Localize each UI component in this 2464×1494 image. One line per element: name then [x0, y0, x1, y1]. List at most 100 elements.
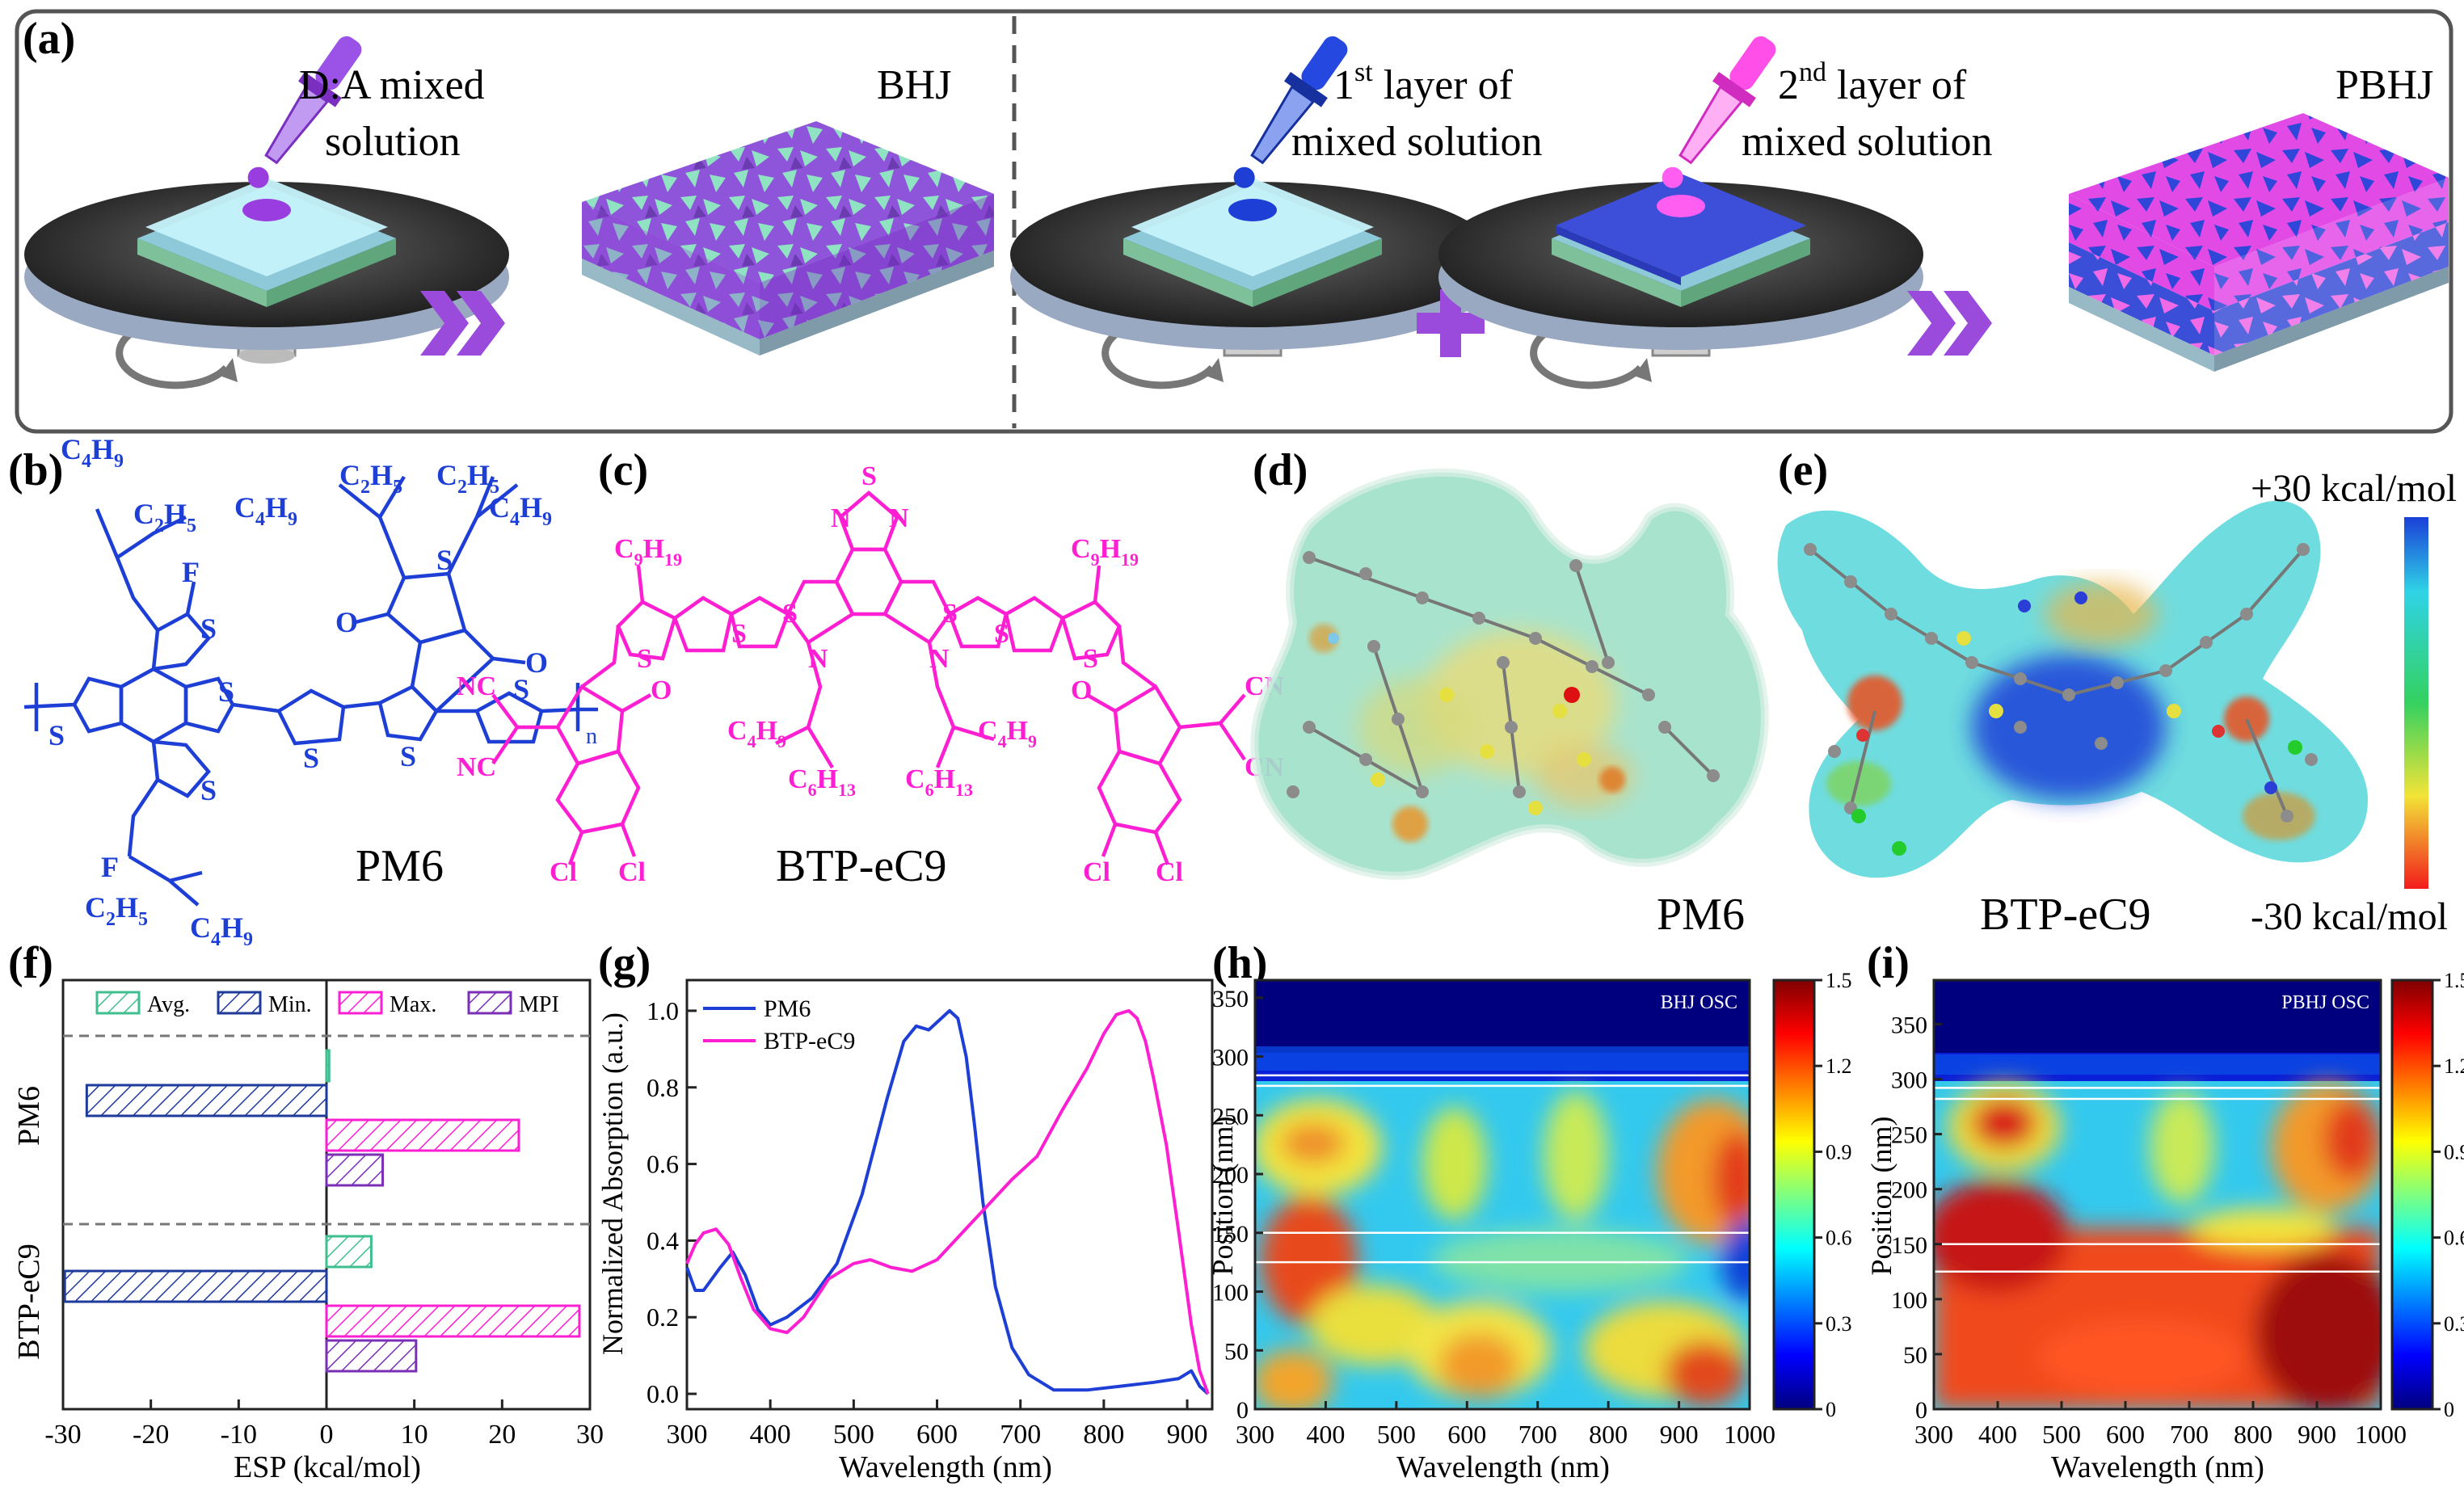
panel-a-frame [15, 9, 2453, 434]
i-ytick-label: 300 [1891, 1067, 1927, 1094]
atom-cl: Cl [1156, 857, 1183, 887]
f-legend-swatch [95, 991, 141, 1015]
panel-i: (i) 300 400 500 600 700 800 900 1000 0 50 100 150 20… [1865, 938, 2464, 1484]
h-cb-label: 0.3 [1826, 1312, 1852, 1336]
i-xtick-label: 500 [2042, 1420, 2081, 1449]
f-legend-swatch [467, 991, 512, 1015]
btp-esp-surface [1777, 500, 2368, 878]
atom-s: S [200, 612, 217, 645]
h-cb-label: 1.5 [1826, 969, 1852, 992]
pm6-esp-surface [1250, 468, 1769, 880]
chevron-double-right-icon [1907, 291, 1992, 356]
h-xtick-label: 400 [1306, 1420, 1345, 1449]
bhj-heatmap-axes: 300 400 500 600 700 800 900 1000 0 50 100 150 200 250… [1212, 969, 1852, 1449]
h-xtick-label: 1000 [1724, 1420, 1775, 1449]
panel-g-label: (g) [598, 938, 651, 988]
atom-f: F [101, 851, 119, 883]
esp-colorbar [2404, 517, 2428, 889]
g-series-pm6 [685, 1008, 1210, 1395]
atom-n: N [889, 503, 909, 533]
atom-n: N [831, 503, 851, 533]
panel-g: (g) 300 400 500 600 700 800 900 0.0 0.2 0.4 0.6 0.8… [596, 938, 1214, 1484]
f-legend-swatch [338, 991, 383, 1015]
g-ytick-label: 0.0 [647, 1379, 679, 1408]
atom-s: S [942, 599, 958, 629]
g-legend-label: PM6 [764, 995, 811, 1022]
atom-n: N [808, 644, 828, 674]
spin-coater-icon [1438, 174, 1923, 389]
i-xtick-label: 400 [1978, 1420, 2017, 1449]
h-xtick-label: 500 [1377, 1420, 1416, 1449]
g-ytick-label: 0.4 [647, 1226, 679, 1255]
h-cb-label: 0.6 [1826, 1227, 1852, 1250]
atom-s: S [637, 644, 652, 674]
panel-b-label: (b) [8, 445, 63, 495]
chain-c4h9: C4H9 [190, 911, 253, 950]
g-xtick-label: 600 [916, 1420, 958, 1450]
f-bar-avg [325, 1235, 373, 1269]
g-legend-label: BTP-eC9 [764, 1028, 855, 1054]
g-ytick-label: 0.8 [647, 1073, 679, 1102]
h-xtick-label: 900 [1660, 1420, 1699, 1449]
atom-s: S [861, 461, 877, 491]
f-legend-label: Min. [268, 992, 312, 1017]
h-ytick-label: 50 [1224, 1338, 1249, 1365]
f-tick-label: 30 [576, 1420, 604, 1450]
i-cb-label: 1.5 [2444, 969, 2464, 992]
atom-o: O [525, 646, 548, 679]
g-series-btp-ec9 [685, 1008, 1210, 1395]
h-ytick-label: 250 [1212, 1103, 1249, 1130]
pm6-esp-name: PM6 [1657, 890, 1745, 940]
panel-d: (d) [1250, 445, 1769, 940]
f-tick-label: -10 [221, 1420, 257, 1450]
nitrile-nc: NC [457, 752, 496, 782]
h-field [1255, 980, 1750, 1409]
i-frame [1932, 978, 2382, 1411]
panel-e-label: (e) [1778, 445, 1828, 495]
i-xlabel: Wavelength (nm) [2051, 1450, 2264, 1484]
i-field [1934, 980, 2381, 1409]
f-tick-label: 0 [320, 1420, 334, 1450]
f-bar-avg [325, 1049, 331, 1083]
f-tick-label: -20 [133, 1420, 169, 1450]
f-legend-swatch [217, 991, 262, 1015]
i-cb-label: 0.3 [2444, 1312, 2464, 1336]
panel-h: (h) 300 40 [1207, 938, 1852, 1484]
atom-s: S [200, 774, 217, 806]
h-cb-label: 0 [1826, 1398, 1836, 1421]
step3-text-line2: mixed solution [1742, 119, 1993, 165]
step1-text-line1: D:A mixed [299, 62, 485, 108]
g-xlabel: Wavelength (nm) [839, 1450, 1052, 1484]
f-legend-label: MPI [519, 992, 559, 1017]
g-xtick-label: 400 [750, 1420, 791, 1450]
panel-b: (b) [8, 433, 598, 950]
i-xtick-label: 1000 [2355, 1420, 2407, 1449]
chain-c4h9: C4H9 [727, 716, 786, 751]
g-xtick-label: 500 [833, 1420, 874, 1450]
atom-o: O [335, 606, 358, 638]
g-xtick-label: 300 [667, 1420, 708, 1450]
h-cb-label: 0.9 [1826, 1140, 1852, 1164]
h-xtick-label: 300 [1236, 1420, 1274, 1449]
panel-c: (c) [457, 445, 1285, 891]
pm6-structure [23, 475, 598, 907]
f-bar-max [325, 1304, 581, 1338]
panel-a: (a) D:A mixed solution [15, 9, 2453, 434]
i-xtick-label: 900 [2298, 1420, 2336, 1449]
f-xlabel: ESP (kcal/mol) [234, 1450, 421, 1484]
pbhj-label: PBHJ [2336, 62, 2433, 108]
dropper-icon [1233, 36, 1348, 188]
chain-c6h13: C6H13 [905, 764, 973, 800]
i-ytick-label: 200 [1891, 1177, 1927, 1204]
chain-c6h13: C6H13 [788, 764, 856, 800]
h-xtick-label: 800 [1589, 1420, 1628, 1449]
nitrile-nc: NC [457, 671, 496, 701]
h-frame [1253, 978, 1751, 1411]
panel-c-label: (c) [598, 445, 648, 495]
h-ytick-label: 0 [1236, 1397, 1249, 1424]
panel-f-label: (f) [8, 938, 53, 988]
f-legend-label: Max. [390, 992, 436, 1017]
i-cb-label: 1.2 [2444, 1054, 2464, 1078]
chain-c4h9: C4H9 [234, 491, 297, 530]
atom-s: S [731, 619, 747, 649]
